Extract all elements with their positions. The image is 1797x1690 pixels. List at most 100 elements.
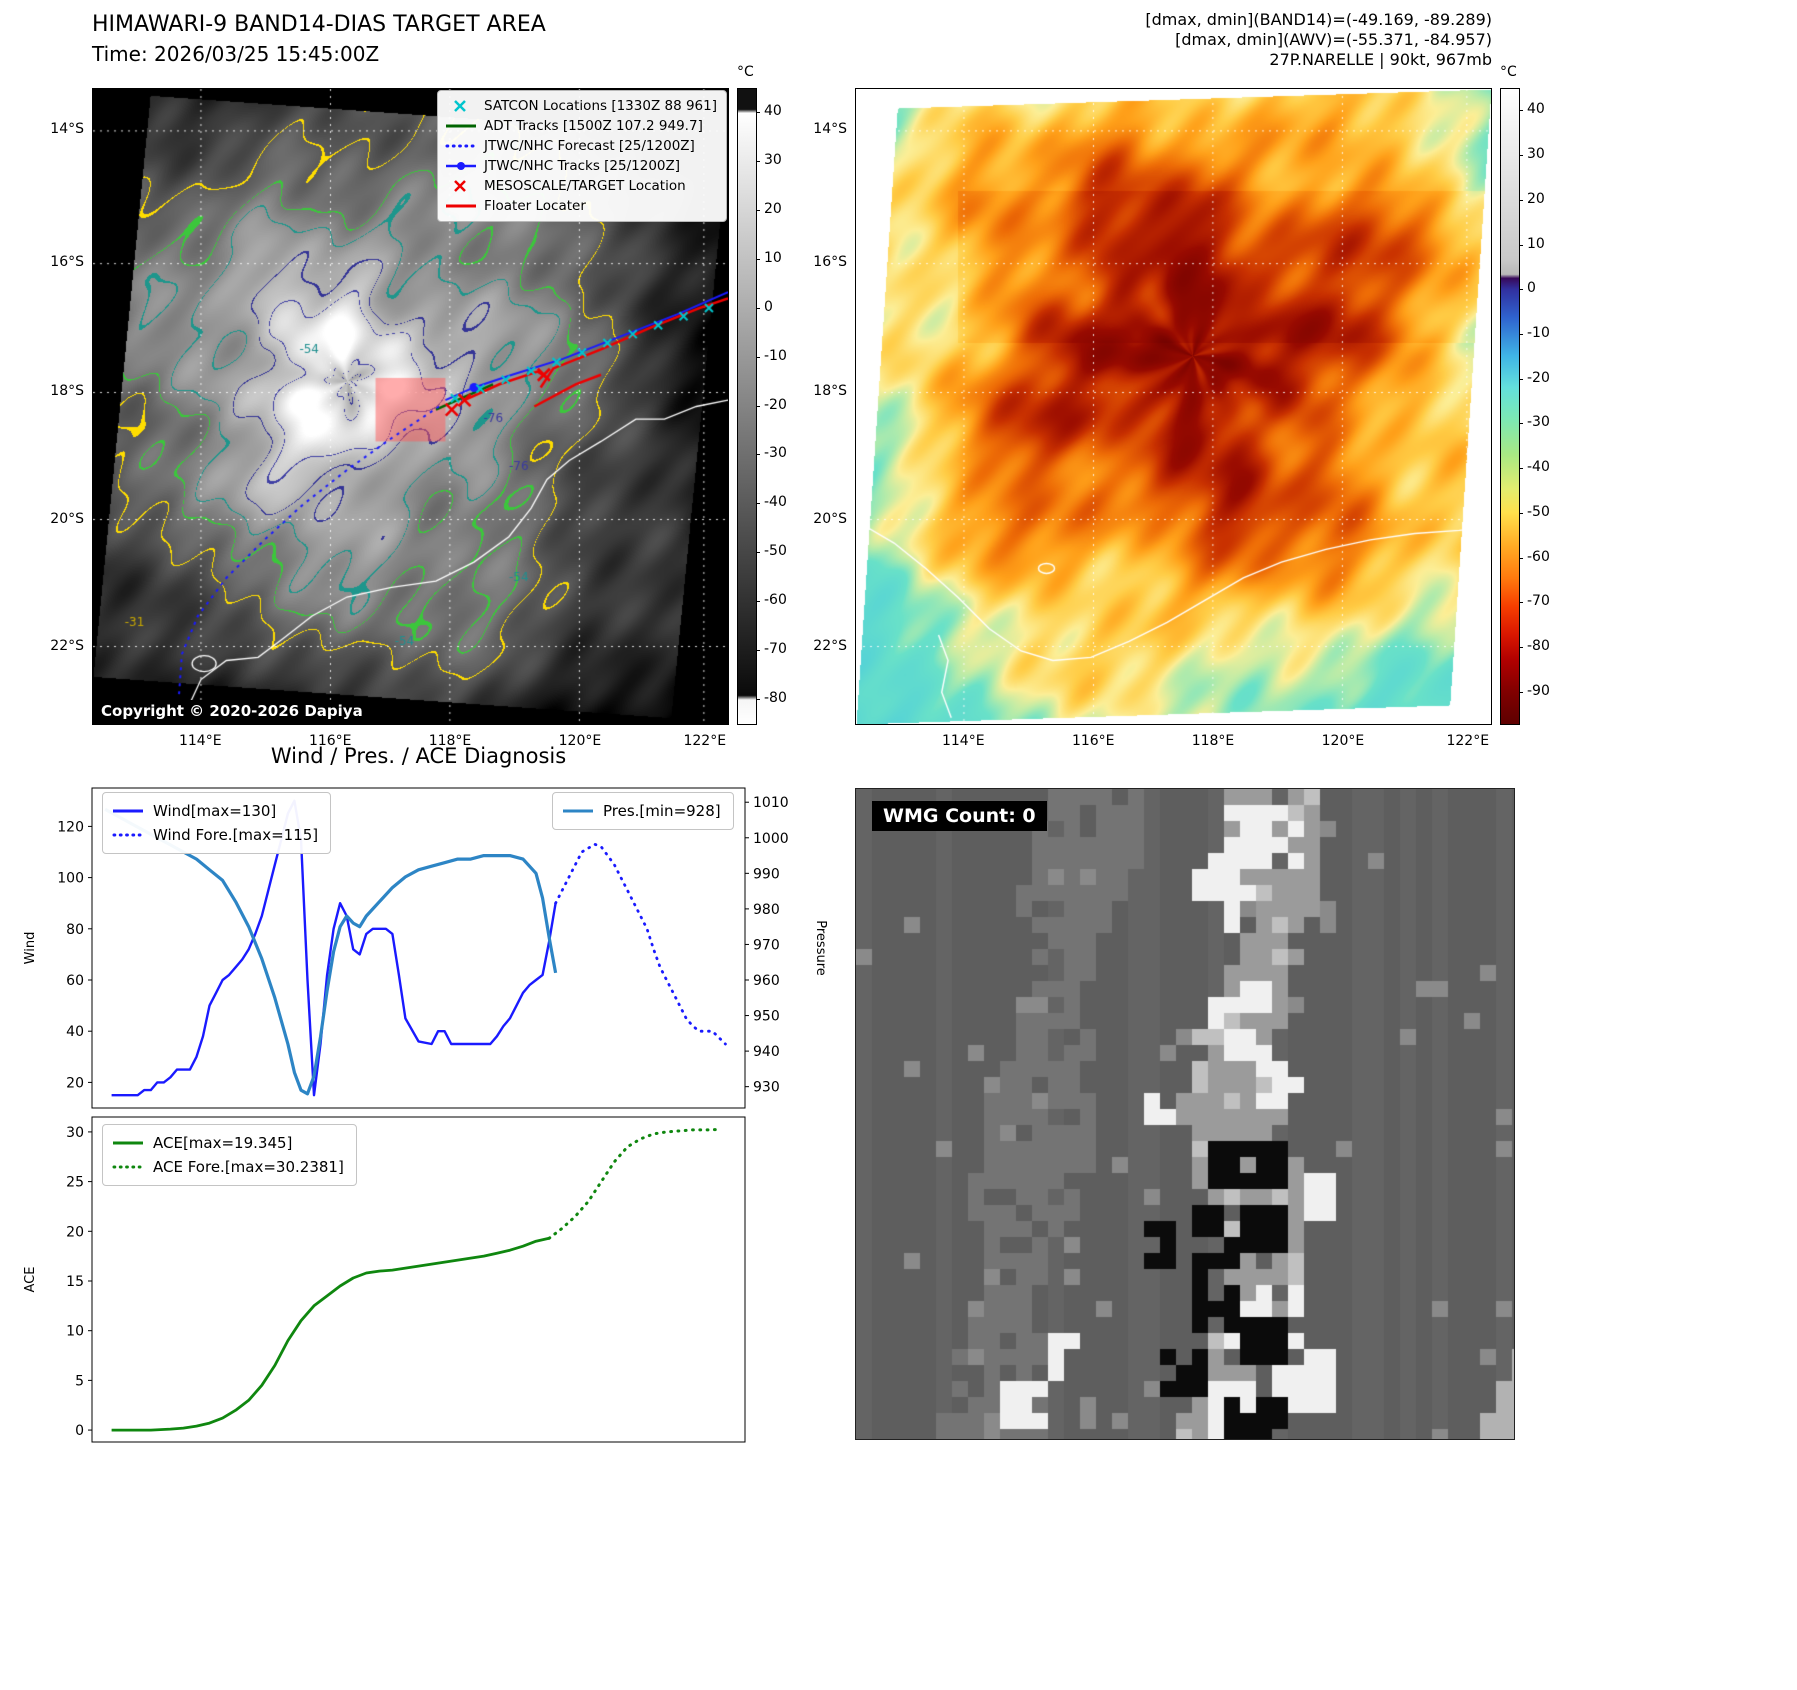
y2-tick-label: 1010 <box>753 795 789 811</box>
y-tick-label: 25 <box>66 1175 84 1191</box>
y-axis-label: ACE <box>23 1267 38 1293</box>
series-observed <box>104 807 558 1096</box>
y-tick-label: 10 <box>66 1324 84 1340</box>
y2-tick-label: 970 <box>753 937 780 953</box>
awv-colorbar-tick <box>1519 646 1523 648</box>
band14-colorbar-tick-label: -50 <box>764 543 787 560</box>
band14-colorbar-tick <box>756 649 760 651</box>
band14-colorbar-tick <box>756 503 760 505</box>
awv-colorbar-tick <box>1519 468 1523 470</box>
awv-lon-tick-label: 116°E <box>1071 733 1115 749</box>
awv-colorbar-unit: °C <box>1500 64 1517 80</box>
y2-tick-label: 950 <box>753 1009 780 1025</box>
awv-lat-tick-label: 20°S <box>813 510 847 527</box>
y2-axis-label: Pressure <box>813 920 828 976</box>
band14-colorbar-unit: °C <box>737 64 754 80</box>
band14-colorbar-tick-label: 30 <box>764 152 782 169</box>
awv-header-line: [dmax, dmin](AWV)=(-55.371, -84.957) <box>1175 30 1492 49</box>
y2-tick-label: 1000 <box>753 831 789 847</box>
band14-colorbar-tick <box>756 405 760 407</box>
wmg-panel: WMG Count: 0 <box>855 788 1515 1440</box>
awv-colorbar-tick-label: 10 <box>1527 235 1545 252</box>
awv-header: [dmax, dmin](BAND14)=(-49.169, -89.289)[… <box>1000 10 1492 70</box>
awv-colorbar-tick-label: 30 <box>1527 146 1545 163</box>
awv-colorbar-tick <box>1519 333 1523 335</box>
band14-map-panel: SATCON Locations [1330Z 88 961] ADT Track… <box>92 88 729 725</box>
map-legend-label: SATCON Locations [1330Z 88 961] <box>484 98 717 114</box>
awv-colorbar <box>1500 88 1520 725</box>
awv-lat-tick-label: 22°S <box>813 638 847 655</box>
ace-legend: ACE[max=19.345] ACE Fore.[max=30.2381] <box>102 1124 357 1186</box>
awv-lat-tick-label: 16°S <box>813 254 847 271</box>
awv-colorbar-tick-label: -20 <box>1527 369 1550 386</box>
band14-colorbar-tick-label: -40 <box>764 494 787 511</box>
awv-colorbar-tick-label: -70 <box>1527 593 1550 610</box>
series-forecast <box>554 842 727 1046</box>
band14-colorbar-tick-label: 0 <box>764 298 773 315</box>
chart-legend-label: ACE Fore.[max=30.2381] <box>153 1158 344 1176</box>
band14-lat-tick-label: 14°S <box>50 121 84 138</box>
awv-lat-tick-label: 18°S <box>813 383 847 400</box>
y2-tick-label: 930 <box>753 1080 780 1096</box>
band14-lat-tick-label: 18°S <box>50 383 84 400</box>
awv-colorbar-tick <box>1519 199 1523 201</box>
band14-lat-tick-label: 16°S <box>50 254 84 271</box>
awv-colorbar-tick <box>1519 602 1523 604</box>
band14-lat-tick-label: 22°S <box>50 638 84 655</box>
awv-colorbar-tick <box>1519 155 1523 157</box>
y-tick-label: 80 <box>66 922 84 938</box>
y-tick-label: 120 <box>57 819 84 835</box>
map-legend-label: Floater Locater <box>484 198 586 214</box>
awv-colorbar-tick-label: -90 <box>1527 682 1550 699</box>
map-legend-label: JTWC/NHC Tracks [25/1200Z] <box>484 158 681 174</box>
map-legend-label: JTWC/NHC Forecast [25/1200Z] <box>484 138 695 154</box>
map-legend-item: ADT Tracks [1500Z 107.2 949.7] <box>444 116 717 136</box>
diagnosis-title: Wind / Pres. / ACE Diagnosis <box>270 744 567 768</box>
band14-colorbar-tick-label: -10 <box>764 347 787 364</box>
band14-colorbar-tick <box>756 258 760 260</box>
y-tick-label: 15 <box>66 1274 84 1290</box>
dotted-marker-icon <box>112 1165 144 1169</box>
band14-lon-tick-label: 120°E <box>558 733 602 749</box>
awv-colorbar-tick-label: -80 <box>1527 637 1550 654</box>
chart-legend-item: Pres.[min=928] <box>561 799 721 823</box>
line-marker-icon <box>113 809 143 813</box>
line-marker-icon <box>113 1141 143 1145</box>
wmg-mask-image <box>856 789 1514 1439</box>
band14-colorbar-tick-label: -30 <box>764 445 787 462</box>
band14-lon-tick-label: 114°E <box>178 733 222 749</box>
band14-lon-tick-label: 118°E <box>428 733 472 749</box>
awv-colorbar-tick <box>1519 557 1523 559</box>
awv-colorbar-tick-label: -30 <box>1527 414 1550 431</box>
awv-colorbar-tick <box>1519 110 1523 112</box>
band14-title: HIMAWARI-9 BAND14-DIAS TARGET AREA <box>92 12 546 37</box>
awv-colorbar-tick-label: 40 <box>1527 101 1545 118</box>
dotted-marker-icon <box>445 144 477 148</box>
series-observed <box>111 1236 550 1432</box>
band14-time-label: Time: 2026/03/25 15:45:00Z <box>92 42 380 66</box>
awv-colorbar-tick-label: -50 <box>1527 503 1550 520</box>
awv-lat-tick-label: 14°S <box>813 121 847 138</box>
awv-colorbar-tick-label: 0 <box>1527 280 1536 297</box>
band14-colorbar-tick-label: -80 <box>764 689 787 706</box>
y-tick-label: 30 <box>66 1125 84 1141</box>
awv-lon-tick-label: 122°E <box>1446 733 1490 749</box>
band14-colorbar-tick <box>756 698 760 700</box>
awv-colorbar-tick <box>1519 289 1523 291</box>
band14-colorbar-tick <box>756 112 760 114</box>
chart-legend-item: ACE Fore.[max=30.2381] <box>111 1155 344 1179</box>
wind-pressure-chart: 20 40 60 80 100 120 930 940 950 960 970 980 990 1000 1… <box>23 787 828 1109</box>
awv-colorbar-tick <box>1519 423 1523 425</box>
y-tick-label: 20 <box>66 1224 84 1240</box>
band14-colorbar-tick-label: 20 <box>764 201 782 218</box>
awv-colorbar-tick <box>1519 378 1523 380</box>
y2-tick-label: 960 <box>753 973 780 989</box>
band14-colorbar-tick <box>756 552 760 554</box>
chart-legend-item: Wind[max=130] <box>111 799 318 823</box>
map-legend-item: MESOSCALE/TARGET Location <box>444 176 717 196</box>
y2-tick-label: 940 <box>753 1044 780 1060</box>
dotted-marker-icon <box>112 833 144 837</box>
awv-lon-tick-label: 114°E <box>941 733 985 749</box>
y-tick-label: 0 <box>75 1423 84 1439</box>
